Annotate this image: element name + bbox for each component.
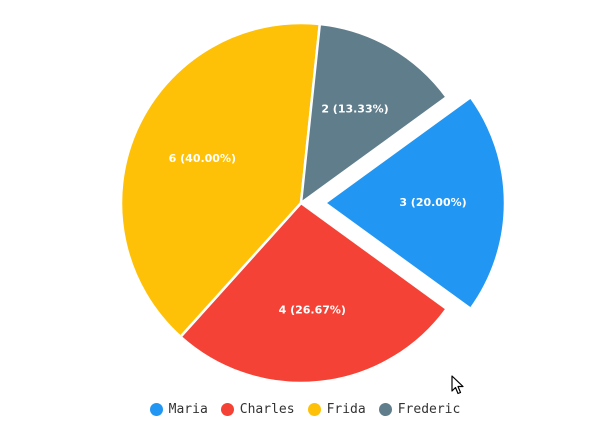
legend-item-frida[interactable]: Frida <box>307 402 366 417</box>
legend-swatch-maria <box>149 403 163 416</box>
pie-slice-maria[interactable] <box>323 95 507 311</box>
pie-slice-charles[interactable] <box>179 201 448 385</box>
chart-legend: Maria Charles Frida Frederic <box>0 402 610 417</box>
pie-slice-frida[interactable] <box>119 21 322 339</box>
legend-swatch-charles <box>220 403 234 416</box>
slice-label-charles: 4 (26.67%) <box>279 303 346 316</box>
legend-item-frederic[interactable]: Frederic <box>378 402 461 417</box>
mouse-pointer-icon <box>451 375 464 395</box>
legend-label-frederic: Frederic <box>397 402 461 417</box>
pie-chart: 3 (20.00%) 4 (26.67%) 6 (40.00%) 2 (13.33%) <box>119 21 507 385</box>
legend-item-maria[interactable]: Maria <box>149 402 208 417</box>
slice-label-frederic: 2 (13.33%) <box>321 102 388 115</box>
legend-label-frida: Frida <box>326 402 366 417</box>
legend-item-charles[interactable]: Charles <box>220 402 295 417</box>
legend-swatch-frida <box>307 403 321 416</box>
legend-swatch-frederic <box>378 403 392 416</box>
legend-label-maria: Maria <box>168 402 208 417</box>
slice-label-frida: 6 (40.00%) <box>169 152 236 165</box>
legend-label-charles: Charles <box>239 402 295 417</box>
pie-slice-frederic[interactable] <box>299 22 448 205</box>
slice-label-maria: 3 (20.00%) <box>399 196 466 209</box>
